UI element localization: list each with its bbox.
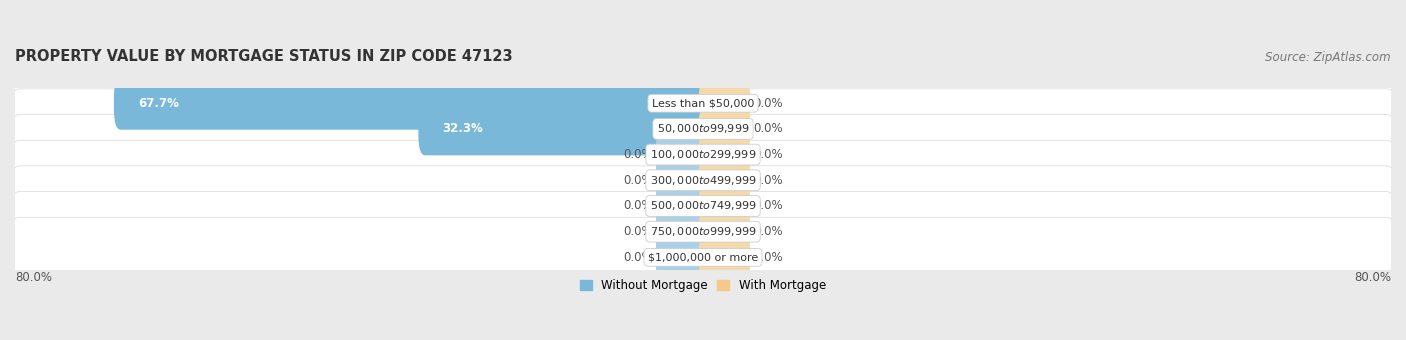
FancyBboxPatch shape	[699, 110, 751, 148]
Text: 67.7%: 67.7%	[138, 97, 179, 110]
Text: 80.0%: 80.0%	[15, 271, 52, 285]
FancyBboxPatch shape	[114, 77, 710, 130]
FancyBboxPatch shape	[419, 102, 710, 155]
FancyBboxPatch shape	[655, 136, 707, 173]
Text: 0.0%: 0.0%	[752, 251, 783, 264]
Text: $750,000 to $999,999: $750,000 to $999,999	[650, 225, 756, 238]
FancyBboxPatch shape	[655, 239, 707, 276]
Text: $300,000 to $499,999: $300,000 to $499,999	[650, 174, 756, 187]
Text: 0.0%: 0.0%	[752, 174, 783, 187]
Text: 0.0%: 0.0%	[623, 225, 654, 238]
FancyBboxPatch shape	[655, 162, 707, 199]
FancyBboxPatch shape	[699, 136, 751, 173]
Text: PROPERTY VALUE BY MORTGAGE STATUS IN ZIP CODE 47123: PROPERTY VALUE BY MORTGAGE STATUS IN ZIP…	[15, 49, 513, 64]
FancyBboxPatch shape	[699, 85, 751, 122]
FancyBboxPatch shape	[8, 140, 1398, 220]
Text: $500,000 to $749,999: $500,000 to $749,999	[650, 200, 756, 212]
Text: 0.0%: 0.0%	[623, 174, 654, 187]
Text: 0.0%: 0.0%	[623, 200, 654, 212]
FancyBboxPatch shape	[699, 162, 751, 199]
FancyBboxPatch shape	[8, 166, 1398, 246]
FancyBboxPatch shape	[8, 63, 1398, 143]
Text: 0.0%: 0.0%	[752, 225, 783, 238]
FancyBboxPatch shape	[699, 187, 751, 225]
Text: Less than $50,000: Less than $50,000	[652, 98, 754, 108]
Text: Source: ZipAtlas.com: Source: ZipAtlas.com	[1265, 51, 1391, 64]
Text: $50,000 to $99,999: $50,000 to $99,999	[657, 122, 749, 135]
FancyBboxPatch shape	[655, 187, 707, 225]
FancyBboxPatch shape	[8, 89, 1398, 169]
Text: 32.3%: 32.3%	[443, 122, 484, 135]
Text: $100,000 to $299,999: $100,000 to $299,999	[650, 148, 756, 161]
FancyBboxPatch shape	[8, 192, 1398, 272]
Text: 0.0%: 0.0%	[623, 251, 654, 264]
Text: 0.0%: 0.0%	[752, 97, 783, 110]
FancyBboxPatch shape	[8, 217, 1398, 298]
Text: 0.0%: 0.0%	[752, 200, 783, 212]
Text: 80.0%: 80.0%	[1354, 271, 1391, 285]
FancyBboxPatch shape	[699, 213, 751, 250]
Legend: Without Mortgage, With Mortgage: Without Mortgage, With Mortgage	[575, 275, 831, 297]
Text: 0.0%: 0.0%	[752, 122, 783, 135]
FancyBboxPatch shape	[655, 213, 707, 250]
Text: $1,000,000 or more: $1,000,000 or more	[648, 252, 758, 262]
Text: 0.0%: 0.0%	[623, 148, 654, 161]
FancyBboxPatch shape	[8, 115, 1398, 195]
FancyBboxPatch shape	[699, 239, 751, 276]
Text: 0.0%: 0.0%	[752, 148, 783, 161]
